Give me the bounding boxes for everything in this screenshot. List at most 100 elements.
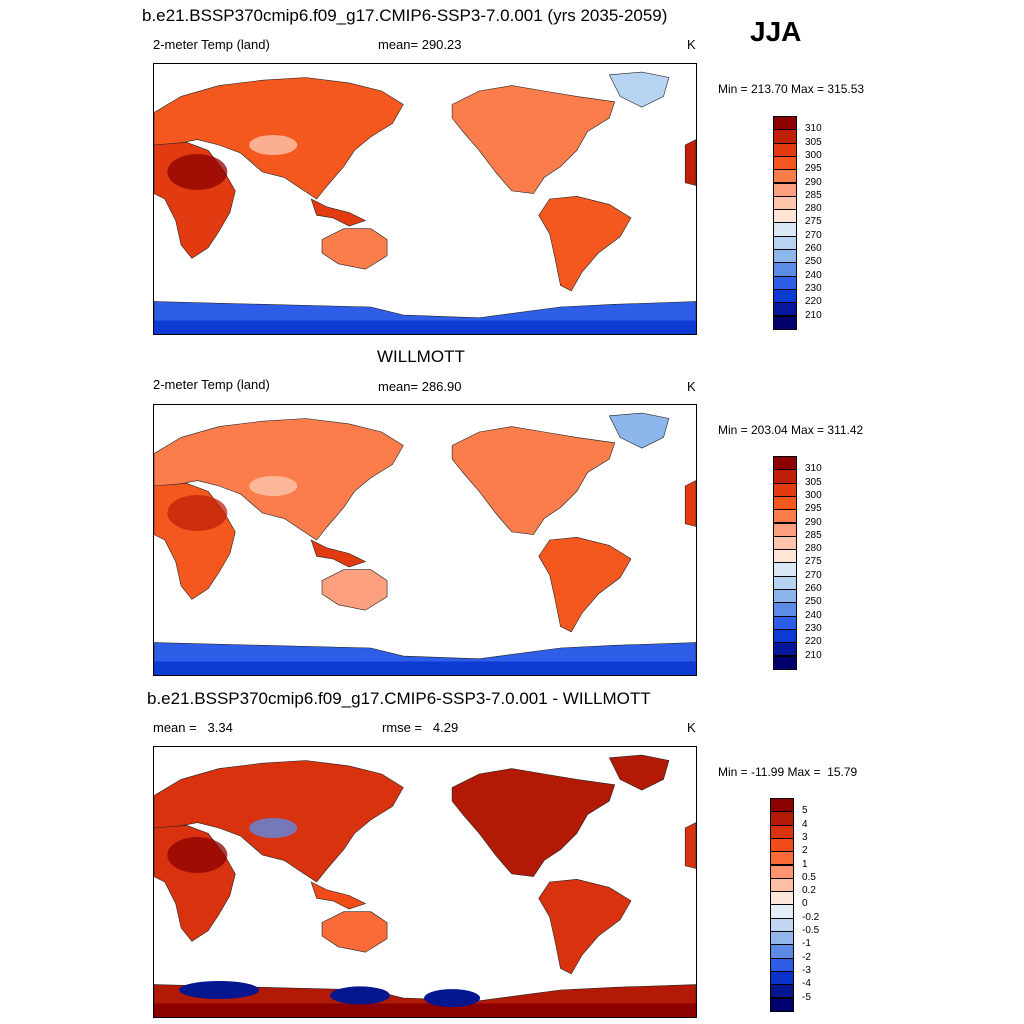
colorbar-tick-label: 275	[805, 556, 822, 568]
colorbar-tick-label: 240	[805, 609, 822, 621]
colorbar-swatch	[773, 222, 797, 237]
colorbar-tick-label: 300	[805, 149, 822, 161]
colorbar-swatch	[773, 456, 797, 471]
panel2-variable-label: 2-meter Temp (land)	[153, 377, 270, 392]
colorbar-tick-label: 305	[805, 136, 822, 148]
colorbar-tick-label: -0.2	[802, 911, 820, 923]
colorbar-swatch	[773, 549, 797, 564]
colorbar-swatch	[773, 182, 797, 197]
land-greenland	[608, 754, 670, 791]
colorbar-tick-label: 250	[805, 596, 822, 608]
land-greenland	[608, 71, 670, 108]
colorbar-tick-label: 250	[805, 256, 822, 268]
land-greenland	[608, 412, 670, 449]
panel3-title: b.e21.BSSP370cmip6.f09_g17.CMIP6-SSP3-7.…	[147, 689, 651, 708]
land-samerica	[538, 195, 632, 292]
panel2-map-canvas	[154, 412, 696, 675]
colorbar-tick-label: 4	[802, 818, 808, 830]
colorbar-swatch	[773, 615, 797, 630]
panel3-mean-label: mean = 3.34	[153, 720, 233, 735]
antarctic-interior	[154, 1003, 696, 1017]
colorbar-tick-label: 290	[805, 516, 822, 528]
colorbar-tick-label: -2	[802, 951, 811, 963]
colorbar-swatch	[773, 155, 797, 171]
colorbar-swatch	[770, 864, 794, 879]
panel2-units-label: K	[687, 379, 696, 394]
colorbar-tick-label: 2	[802, 845, 808, 857]
panel1-colorbar: 310 305 300 295 290 285 280 275 270 260 250 240 230 2…	[773, 116, 833, 330]
colorbar-swatch	[773, 302, 797, 317]
land-namerica	[451, 85, 616, 194]
colorbar-tick-label: 280	[805, 203, 822, 215]
colorbar-swatch	[770, 851, 794, 866]
land-australia	[321, 911, 388, 953]
colorbar-tick-label: 3	[802, 831, 808, 843]
colorbar-tick-label: 260	[805, 243, 822, 254]
panel1-mean-label: mean= 290.23	[378, 37, 462, 52]
colorbar-swatch	[773, 575, 797, 590]
colorbar-swatch	[770, 811, 794, 826]
colorbar-tick-label: 285	[805, 189, 822, 201]
antarctic-cold-bias	[179, 981, 260, 999]
panel3-minmax: Min = -11.99 Max = 15.79	[718, 765, 858, 779]
colorbar-swatch	[773, 116, 797, 131]
colorbar-swatch	[770, 824, 794, 839]
land-westeur	[684, 480, 696, 527]
land-australia	[321, 569, 388, 611]
colorbar-swatch	[773, 469, 797, 484]
colorbar-swatch	[773, 129, 797, 144]
season-label: JJA	[750, 16, 802, 47]
panel1-title: b.e21.BSSP370cmip6.f09_g17.CMIP6-SSP3-7.…	[142, 6, 668, 25]
panel1-map	[153, 63, 697, 335]
antarctic-interior	[154, 320, 696, 334]
plateau-region	[249, 476, 298, 496]
colorbar-tick-label: 0.5	[802, 871, 816, 883]
colorbar-swatch	[773, 589, 797, 604]
panel2-mean-label: mean= 286.90	[378, 379, 462, 394]
colorbar-swatch	[773, 209, 797, 224]
colorbar-tick-label: 230	[805, 622, 822, 634]
land-westeur	[684, 822, 696, 869]
colorbar-tick-label: 260	[805, 583, 822, 594]
colorbar-tick-label: 220	[805, 636, 822, 648]
colorbar-tick-label: 275	[805, 216, 822, 228]
colorbar-swatch	[773, 535, 797, 551]
colorbar-swatch	[773, 235, 797, 250]
panel3-map-canvas	[154, 754, 696, 1017]
panel1-minmax: Min = 213.70 Max = 315.53	[718, 82, 865, 96]
land-seasia	[310, 198, 367, 227]
colorbar-tick-label: 295	[805, 163, 822, 175]
panel1-map-canvas	[154, 71, 696, 334]
panel2-colorbar: 310 305 300 295 290 285 280 275 270 260 250 240 230 2…	[773, 456, 833, 670]
colorbar-tick-label: 270	[805, 569, 822, 581]
panel3-colorbar: 5 4 3 2 1 0.5 0.2 0 -0.2 -0.5 -1 -2 -3 -4 -5	[770, 798, 830, 1012]
hot-region	[167, 495, 228, 531]
antarctic-cold-bias	[329, 986, 390, 1005]
colorbar-swatch	[770, 997, 794, 1012]
colorbar-tick-label: 310	[805, 463, 822, 475]
colorbar-tick-label: -5	[802, 991, 811, 1003]
panel2-title: WILLMOTT	[377, 347, 465, 366]
colorbar-swatch	[770, 970, 794, 986]
colorbar-swatch	[770, 877, 794, 893]
colorbar-swatch	[773, 288, 797, 304]
colorbar-swatch	[770, 931, 794, 946]
colorbar-tick-label: 0.2	[802, 885, 816, 897]
plateau-region	[249, 818, 298, 838]
colorbar-tick-label: 230	[805, 282, 822, 294]
panel3-map	[153, 746, 697, 1018]
colorbar-swatch	[773, 315, 797, 330]
colorbar-swatch	[773, 262, 797, 277]
colorbar-tick-label: 270	[805, 229, 822, 241]
colorbar-swatch	[770, 837, 794, 853]
land-seasia	[310, 881, 367, 910]
colorbar-tick-label: -4	[802, 978, 811, 990]
colorbar-tick-label: 1	[802, 858, 808, 870]
land-namerica	[451, 426, 616, 535]
colorbar-tick-label: 295	[805, 503, 822, 515]
colorbar-swatch	[770, 798, 794, 813]
panel3-rmse-label: rmse = 4.29	[382, 720, 459, 735]
colorbar-tick-label: 210	[805, 309, 822, 321]
colorbar-tick-label: -0.5	[802, 925, 820, 936]
colorbar-swatch	[773, 655, 797, 670]
